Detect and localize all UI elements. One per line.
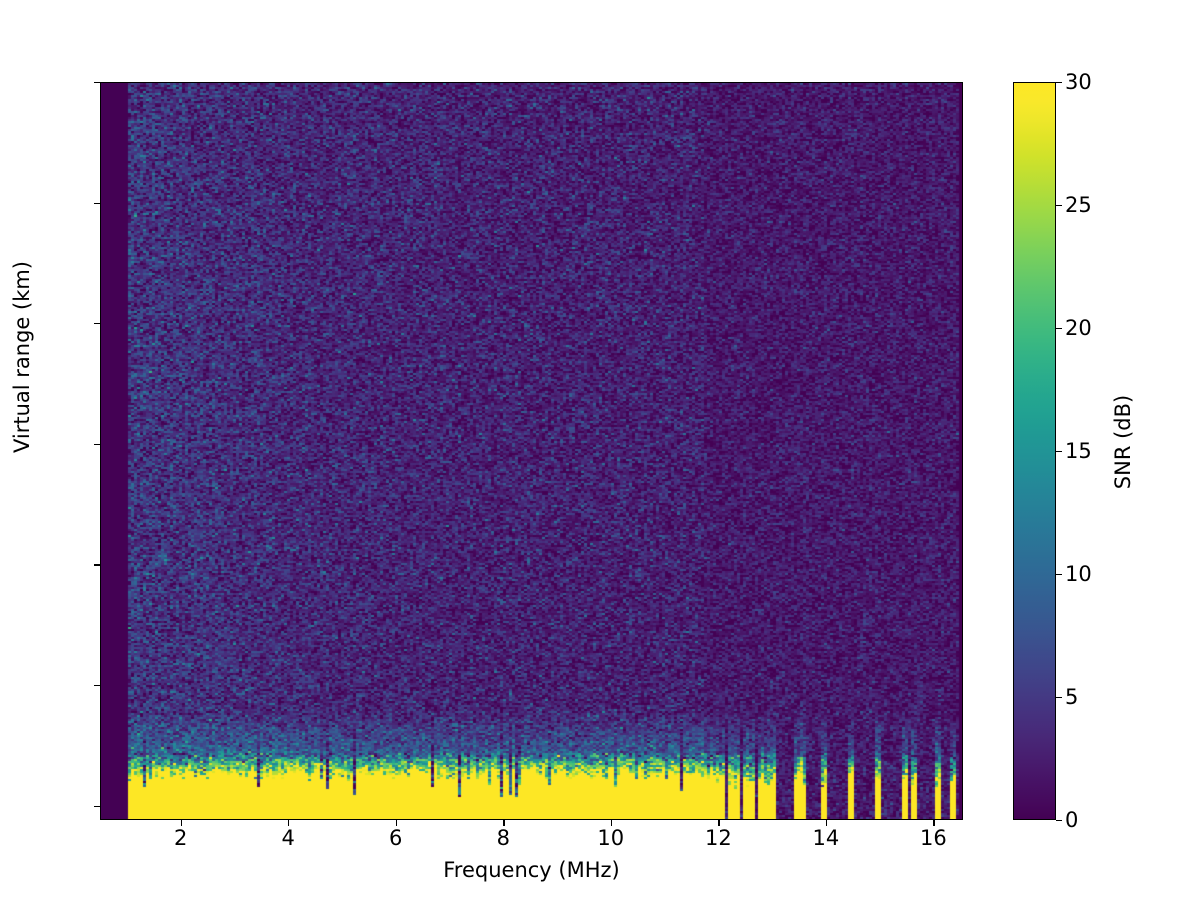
x-tick-mark (825, 820, 828, 826)
x-tick-label: 8 (496, 826, 510, 850)
colorbar-tick-label: 5 (1065, 685, 1079, 709)
colorbar-gradient (1014, 83, 1055, 819)
ionogram-heatmap-canvas[interactable] (101, 83, 962, 819)
y-tick-mark (94, 805, 100, 807)
colorbar[interactable] (1013, 82, 1056, 820)
y-tick-mark (94, 443, 100, 446)
ionogram-plot-area[interactable] (100, 82, 963, 820)
colorbar-tick-label: 10 (1065, 562, 1092, 586)
x-tick-label: 6 (389, 826, 403, 850)
x-tick-label: 10 (597, 826, 625, 850)
colorbar-tick-label: 0 (1065, 808, 1079, 832)
colorbar-tick-mark (1056, 82, 1062, 84)
colorbar-tick-mark (1056, 451, 1062, 453)
x-tick-mark (288, 820, 290, 826)
colorbar-tick-mark (1056, 574, 1062, 576)
x-tick-label: 14 (812, 826, 840, 850)
x-tick-mark (503, 820, 505, 826)
y-tick-mark (94, 684, 100, 687)
x-tick-label: 4 (281, 826, 295, 850)
colorbar-tick-label: 25 (1065, 193, 1092, 217)
colorbar-tick-mark (1056, 697, 1062, 699)
x-tick-mark (180, 820, 182, 826)
x-tick-mark (718, 820, 720, 826)
colorbar-tick-label: 30 (1065, 70, 1092, 94)
colorbar-tick-mark (1056, 205, 1062, 207)
colorbar-label: SNR (dB) (1111, 394, 1135, 490)
x-tick-mark (610, 820, 613, 826)
x-tick-label: 12 (704, 826, 732, 850)
y-axis-label: Virtual range (km) (10, 260, 34, 454)
x-tick-mark (395, 820, 398, 826)
y-tick-mark (94, 202, 100, 204)
colorbar-tick-mark (1056, 820, 1062, 822)
y-tick-mark (94, 323, 100, 325)
x-tick-label: 2 (173, 826, 188, 850)
colorbar-tick-label: 20 (1065, 316, 1092, 340)
colorbar-tick-mark (1056, 328, 1062, 330)
y-tick-mark (94, 82, 100, 84)
x-tick-mark (933, 820, 935, 826)
x-tick-label: 16 (920, 826, 947, 850)
colorbar-tick-label: 15 (1065, 439, 1092, 463)
y-tick-mark (94, 564, 100, 566)
x-axis-label: Frequency (MHz) (443, 858, 620, 882)
